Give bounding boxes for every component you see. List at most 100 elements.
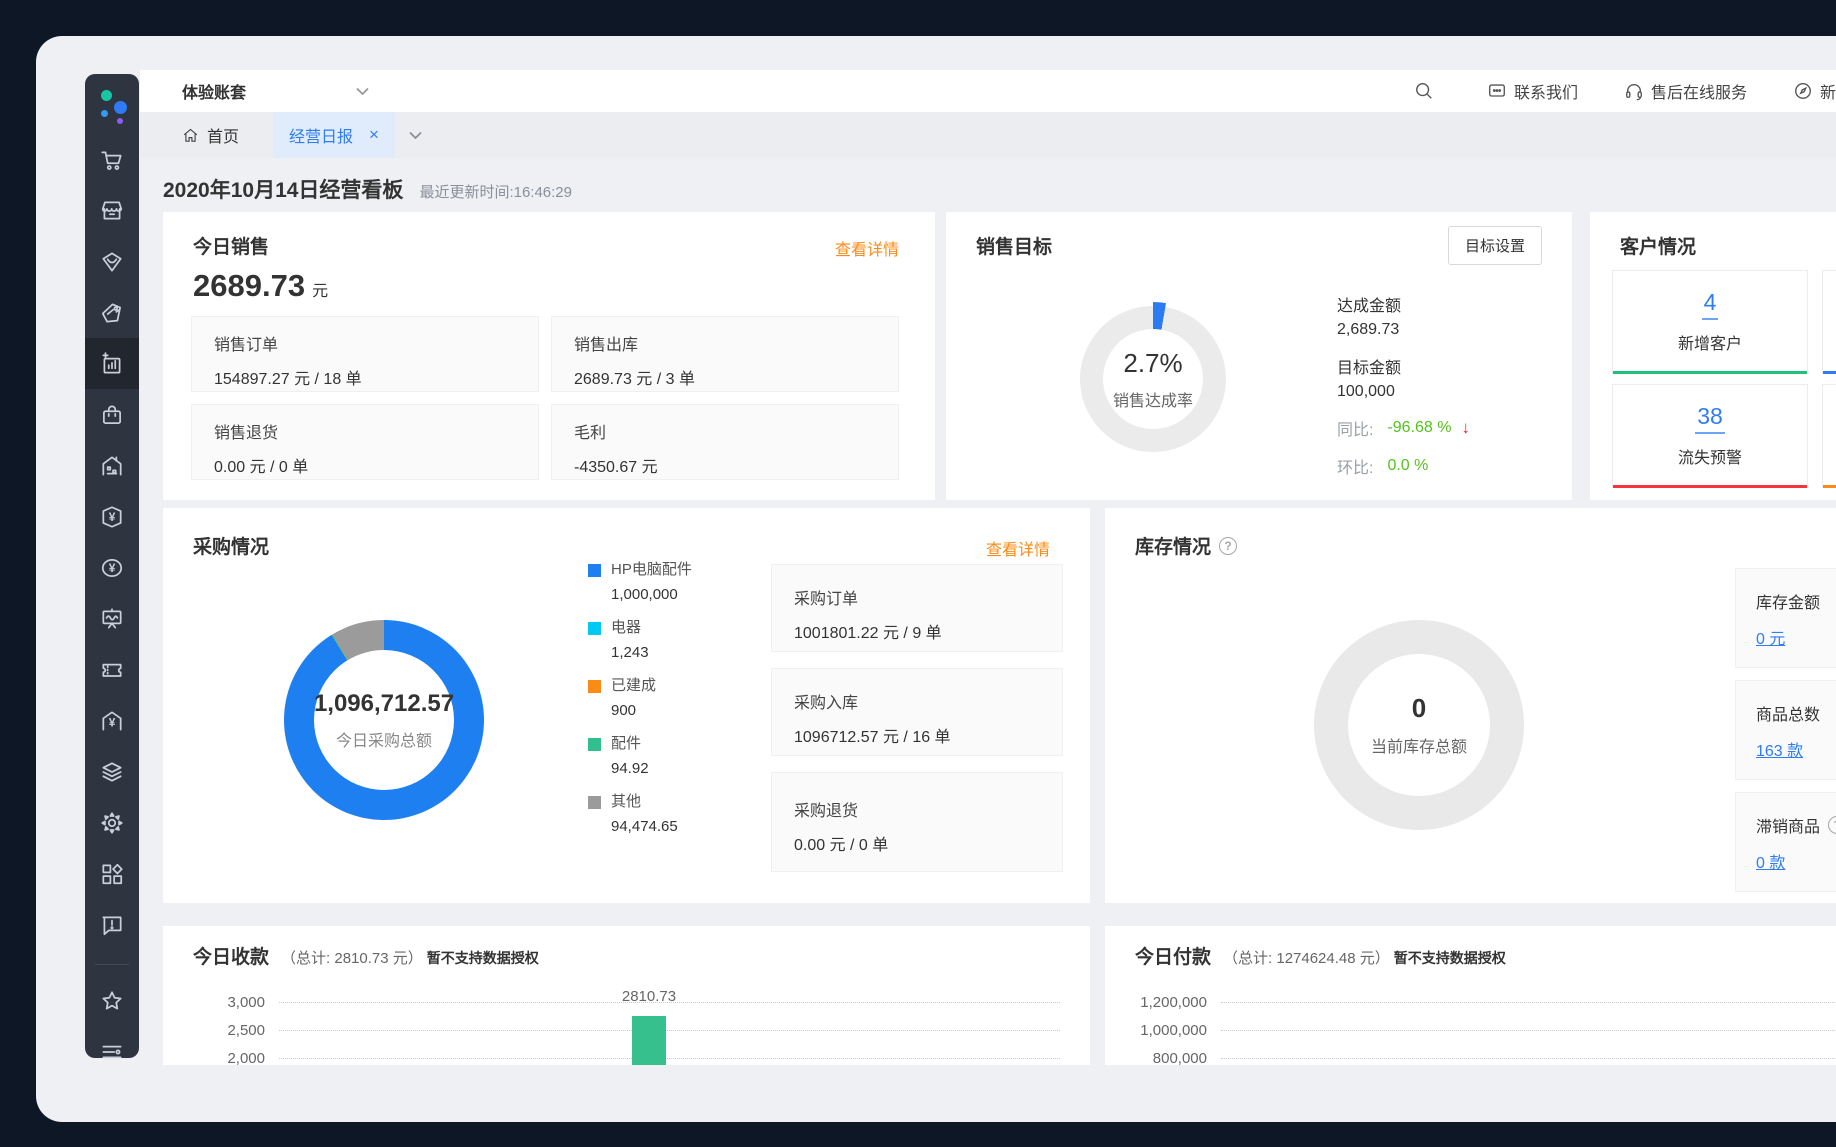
sales-amount-unit: 元	[312, 283, 329, 300]
target-settings-button[interactable]: 目标设置	[1447, 226, 1542, 265]
stat-label: 库存金额	[1756, 595, 1821, 612]
sidebar-item-settings[interactable]	[85, 797, 139, 848]
sidebar-item-sales-cart[interactable]	[85, 134, 139, 185]
sidebar-item-favorites[interactable]	[85, 975, 139, 1026]
help-icon[interactable]: ?	[1828, 816, 1836, 834]
today-payments-card: 今日付款 （总计: 1274624.48 元） 暂不支持数据授权 1,200,0…	[1105, 926, 1836, 1065]
new-customers-count[interactable]: 4	[1701, 289, 1719, 320]
sidebar-item-analytics[interactable]	[85, 593, 139, 644]
sidebar-item-warehouse[interactable]	[85, 440, 139, 491]
logo-dot-teal	[101, 90, 112, 101]
chat-bubble-icon	[1488, 84, 1505, 97]
bar-value-label: 2810.73	[621, 988, 677, 1005]
purchase-return-stat[interactable]: 采购退货 0.00 元 / 0 单	[771, 772, 1063, 872]
today-receipts-card: 今日收款 （总计: 2810.73 元） 暂不支持数据授权 3,000 2,50…	[163, 926, 1090, 1065]
arrow-down-icon: ↓	[1461, 418, 1471, 437]
legend-swatch	[588, 621, 601, 635]
receipts-bar[interactable]	[632, 1016, 666, 1065]
sidebar-item-orders-bag[interactable]	[85, 389, 139, 440]
gross-profit-stat[interactable]: 毛利 -4350.67 元	[551, 404, 899, 480]
tab-list-dropdown[interactable]	[409, 131, 422, 140]
legend-item[interactable]: 配件 94.92	[588, 734, 692, 779]
after-sales-service-button[interactable]: 售后在线服务	[1624, 79, 1747, 103]
sales-order-stat[interactable]: 销售订单 154897.27 元 / 18 单	[191, 316, 539, 392]
gridline-row: 800,000	[1135, 1048, 1835, 1065]
ticket-icon	[102, 663, 122, 677]
customer-box-clipped-1[interactable]	[1822, 270, 1836, 374]
svg-text:¥: ¥	[109, 509, 116, 523]
inventory-amount-link[interactable]: 0 元	[1756, 631, 1786, 648]
sidebar-item-cost-box[interactable]: ¥	[85, 491, 139, 542]
churn-warning-box[interactable]: 38 流失预警	[1612, 384, 1808, 488]
headset-icon	[1626, 83, 1642, 101]
sales-return-stat[interactable]: 销售退货 0.00 元 / 0 单	[191, 404, 539, 480]
purchase-total-label: 今日采购总额	[335, 732, 432, 750]
legend-swatch	[588, 563, 601, 577]
yoy-row: 同比: -96.68 % ↓	[1337, 416, 1470, 440]
legend-item[interactable]: 已建成 900	[588, 676, 692, 721]
payments-title: 今日付款	[1135, 947, 1212, 968]
customer-box-clipped-2[interactable]	[1822, 384, 1836, 488]
purchase-inbound-stat[interactable]: 采购入库 1096712.57 元 / 16 单	[771, 668, 1063, 756]
inventory-amount-box[interactable]: 库存金额 0 元	[1735, 568, 1836, 668]
search-icon	[1415, 83, 1432, 99]
sidebar-item-apps[interactable]	[85, 848, 139, 899]
logo-dot-smallblue	[101, 110, 108, 117]
account-selector[interactable]: 体验账套	[182, 79, 369, 103]
sidebar-item-collapse[interactable]	[85, 1026, 139, 1077]
sidebar-item-layers[interactable]	[85, 746, 139, 797]
sidebar-item-products[interactable]	[85, 236, 139, 287]
product-count-link[interactable]: 163 款	[1756, 743, 1804, 760]
sidebar-item-store-finance[interactable]: ¥	[85, 695, 139, 746]
inventory-total-value: 0	[1411, 693, 1427, 723]
sidebar-item-finance[interactable]: ¥	[85, 542, 139, 593]
stat-label: 采购订单	[794, 591, 859, 608]
legend-item[interactable]: HP电脑配件 1,000,000	[588, 560, 692, 605]
legend-item[interactable]: 其他 94,474.65	[588, 792, 692, 837]
contact-us-button[interactable]: 联系我们	[1487, 79, 1578, 103]
sidebar-item-store[interactable]	[85, 185, 139, 236]
tab-daily-report-active[interactable]: 经营日报 ×	[273, 112, 395, 158]
gear-icon	[101, 811, 123, 834]
inventory-total-label: 当前库存总额	[1370, 739, 1467, 756]
product-count-box[interactable]: 商品总数 163 款	[1735, 680, 1836, 780]
sales-target-title: 销售目标	[976, 237, 1053, 258]
y-tick: 800,000	[1152, 1049, 1207, 1066]
slow-moving-link[interactable]: 0 款	[1756, 855, 1786, 872]
sidebar-item-coupons[interactable]	[85, 644, 139, 695]
legend-value: 94,474.65	[611, 818, 678, 835]
sidebar-item-reports-active[interactable]	[85, 338, 139, 389]
legend-name: HP电脑配件	[611, 561, 692, 578]
app-logo-icon[interactable]	[85, 82, 139, 134]
stat-label: 采购退货	[794, 803, 859, 820]
sidebar-item-pricing[interactable]	[85, 287, 139, 338]
hexagon-yen-icon: ¥	[102, 505, 122, 528]
legend-value: 1,243	[611, 644, 649, 661]
stat-value: -4350.67 元	[574, 459, 658, 476]
slow-moving-box[interactable]: 滞销商品 ? 0 款	[1735, 792, 1836, 892]
new-customers-box[interactable]: 4 新增客户	[1612, 270, 1808, 374]
legend-item[interactable]: 电器 1,243	[588, 618, 692, 663]
target-details: 达成金额 2,689.73 目标金额 100,000 同比: -96.68 % …	[1337, 292, 1470, 478]
purchase-order-stat[interactable]: 采购订单 1001801.22 元 / 9 单	[771, 564, 1063, 652]
receipts-title: 今日收款	[193, 947, 270, 968]
purchase-detail-link[interactable]: 查看详情	[985, 542, 1050, 559]
gridline	[279, 1029, 1060, 1031]
today-sales-card: 今日销售 查看详情 2689.73 元 销售订单 154897.27 元 / 18…	[163, 212, 935, 500]
customers-card: 客户情况 4 新增客户 38 流失预警	[1590, 212, 1836, 500]
tab-home[interactable]: 首页	[182, 123, 239, 147]
sales-detail-link[interactable]: 查看详情	[834, 242, 899, 259]
sidebar-item-feedback[interactable]	[85, 899, 139, 950]
sales-outbound-stat[interactable]: 销售出库 2689.73 元 / 3 单	[551, 316, 899, 392]
stat-value: 0.00 元 / 0 单	[794, 837, 889, 854]
purchase-total-value: 1,096,712.57	[313, 689, 455, 717]
tab-close-icon[interactable]: ×	[369, 125, 379, 144]
search-button[interactable]	[1414, 81, 1441, 101]
churn-warning-count[interactable]: 38	[1695, 403, 1725, 434]
new-customers-label: 新增客户	[1677, 336, 1742, 353]
help-icon[interactable]: ?	[1219, 536, 1238, 555]
legend-name: 已建成	[611, 677, 657, 694]
guide-button[interactable]: 新	[1793, 79, 1836, 103]
gridline-row: 2,500	[193, 1020, 1060, 1040]
green-stripe	[1613, 371, 1807, 374]
